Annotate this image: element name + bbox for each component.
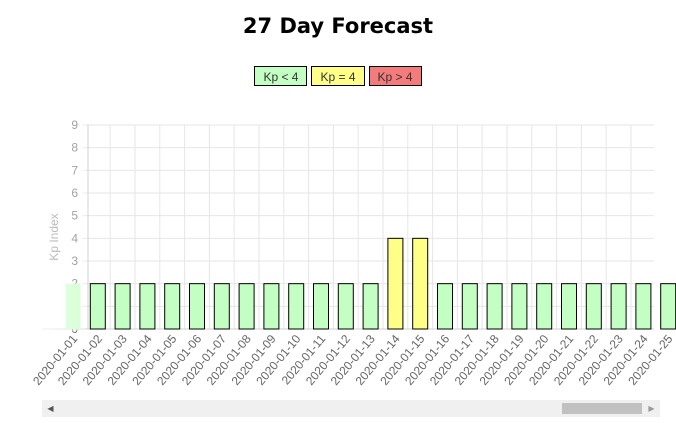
bar xyxy=(486,283,503,330)
bar xyxy=(313,283,329,330)
bar xyxy=(263,283,280,330)
legend: Kp < 4 Kp = 4 Kp > 4 xyxy=(0,66,676,86)
bar xyxy=(536,283,553,330)
bar xyxy=(412,237,429,330)
bar xyxy=(660,283,676,330)
bar xyxy=(164,283,181,330)
legend-item-kp-high[interactable]: Kp > 4 xyxy=(368,66,422,86)
left-fade xyxy=(0,115,86,331)
bar xyxy=(437,283,453,330)
bar xyxy=(89,283,106,330)
bar xyxy=(189,283,205,330)
legend-item-kp-low[interactable]: Kp < 4 xyxy=(254,66,308,86)
bar xyxy=(139,283,156,330)
bar xyxy=(114,283,131,330)
chart-title: 27 Day Forecast xyxy=(242,14,434,38)
bar xyxy=(387,237,404,330)
bar xyxy=(288,283,305,330)
bar xyxy=(585,283,602,330)
bar xyxy=(213,283,230,330)
scroll-left-icon[interactable]: ◀ xyxy=(47,404,54,413)
bar xyxy=(610,283,627,330)
scroll-thumb[interactable] xyxy=(562,403,642,414)
bar xyxy=(511,283,528,330)
bar xyxy=(561,283,577,330)
scroll-right-icon[interactable]: ▶ xyxy=(648,404,655,413)
bar xyxy=(461,283,478,330)
bar xyxy=(337,283,354,330)
horizontal-scrollbar[interactable]: ◀ ▶ xyxy=(42,400,660,417)
bar xyxy=(238,283,255,330)
legend-item-kp-equal[interactable]: Kp = 4 xyxy=(311,66,365,86)
bar xyxy=(362,283,379,330)
bar xyxy=(635,283,652,330)
